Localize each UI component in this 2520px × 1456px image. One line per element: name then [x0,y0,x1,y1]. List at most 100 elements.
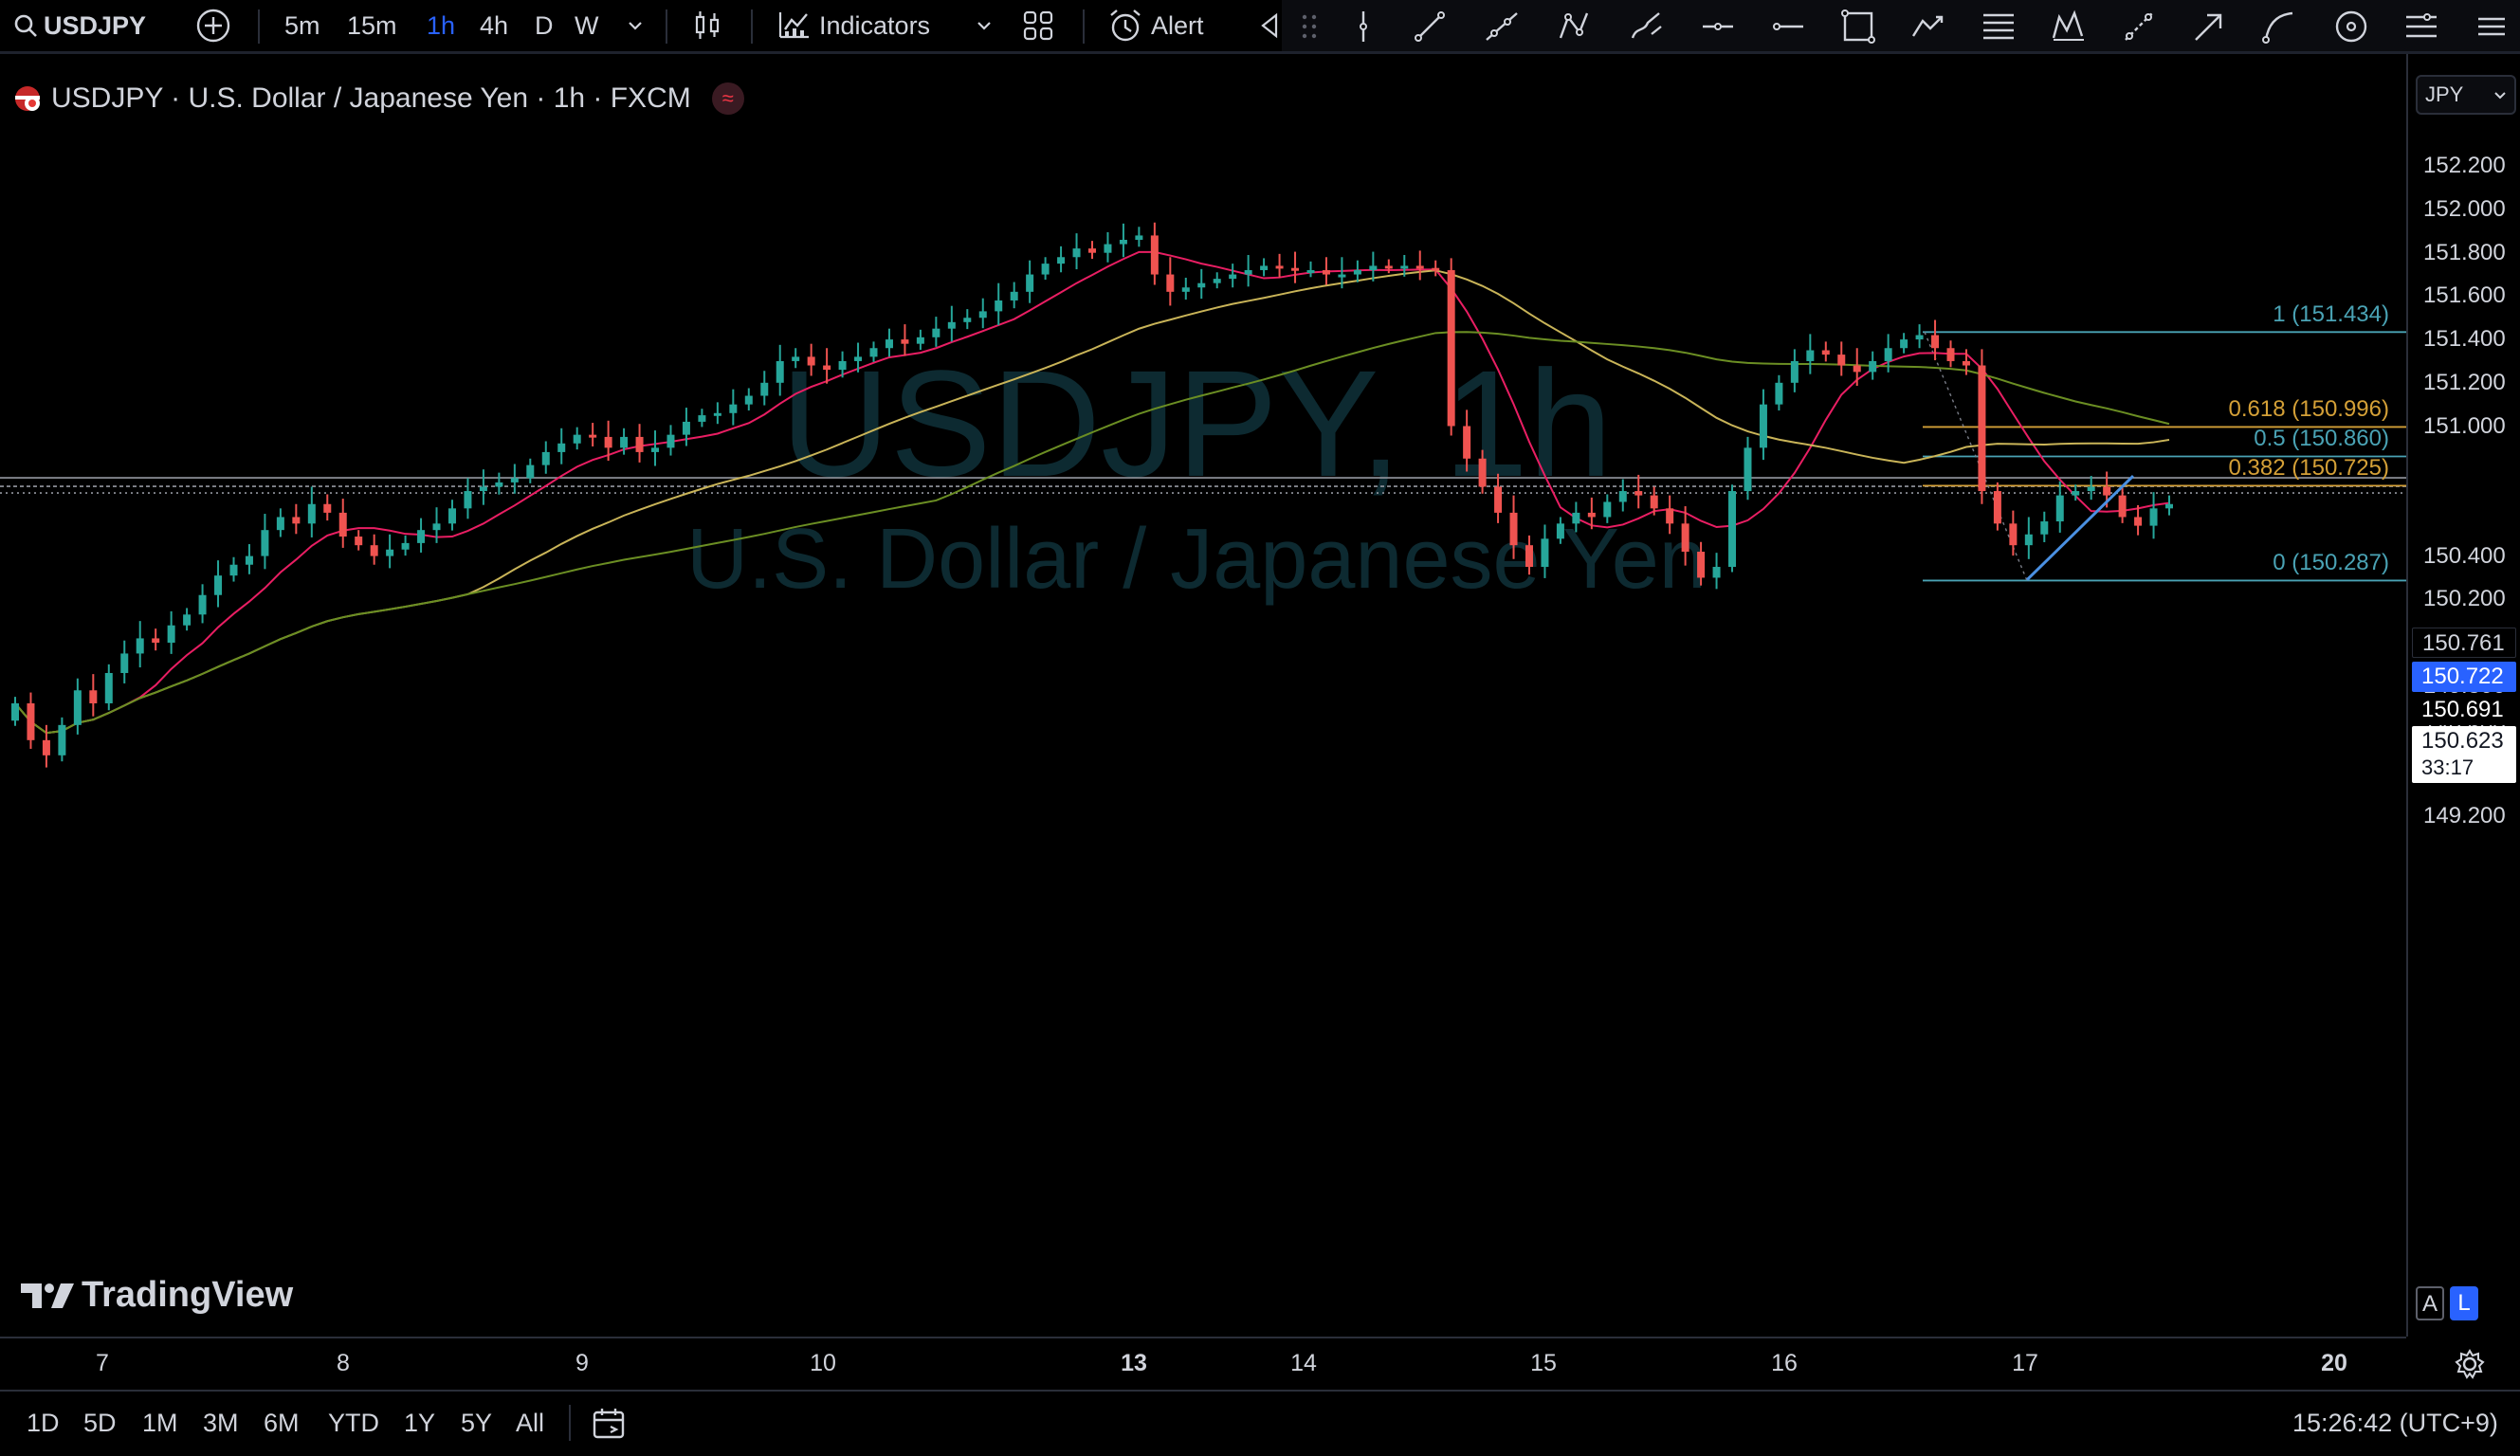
candle-body [526,464,535,479]
time-label: 10 [810,1350,836,1376]
layouts-button[interactable] [1022,0,1054,51]
candle-body [1447,269,1455,427]
more-tools-icon[interactable] [2473,8,2511,46]
interval-dropdown[interactable] [626,0,645,51]
time-label: 16 [1771,1350,1798,1376]
indicators-dropdown[interactable] [975,0,994,51]
range-5y[interactable]: 5Y [461,1409,493,1437]
replay-button[interactable] [1257,0,1280,51]
rectangle-icon[interactable] [1839,8,1877,46]
candle-body [1088,248,1096,253]
chart-pane[interactable]: USDJPY, 1h U.S. Dollar / Japanese Yen US… [0,54,2406,1337]
chart-legend[interactable]: USDJPY · U.S. Dollar / Japanese Yen · 1h… [13,82,744,115]
currency-select[interactable]: JPY [2416,75,2516,115]
candle-body [1010,291,1018,300]
candle-body [338,512,347,537]
price-label: 151.200 [2423,369,2506,395]
candle-body [2024,534,2033,546]
time-axis[interactable]: 7 8 9 10 13 14 15 16 17 20 [0,1337,2485,1390]
price-chart[interactable]: USDJPY, 1h U.S. Dollar / Japanese Yen [0,54,2406,1337]
interval-label: 15m [347,10,397,40]
candle-body [838,360,847,371]
projection-icon[interactable] [2120,8,2158,46]
xabcd-pattern-icon[interactable] [2050,8,2088,46]
range-ytd[interactable]: YTD [328,1409,379,1437]
price-label: 151.600 [2423,282,2506,309]
tradingview-logo[interactable]: TradingView [19,1275,293,1316]
calendar-icon[interactable] [590,1405,628,1443]
candle-body [479,486,487,492]
range-1m[interactable]: 1M [142,1409,178,1437]
candle-body [1104,244,1112,253]
watermark-symbol: USDJPY, 1h [780,338,1613,508]
horizontal-ray-icon[interactable] [1699,8,1737,46]
range-1y[interactable]: 1Y [404,1409,436,1437]
candle-body [1884,348,1892,361]
price-tag-line: 150.761 [2412,628,2516,658]
range-6m[interactable]: 6M [264,1409,300,1437]
interval-label: 5m [284,10,320,40]
candle-body [1478,458,1487,487]
candle-body [1119,239,1127,245]
arrow-icon[interactable] [2190,8,2228,46]
range-5d[interactable]: 5D [83,1409,117,1437]
candle-body [1213,279,1221,283]
interval-1h[interactable]: 1h [427,0,455,51]
candle-body [1650,495,1658,509]
candle-body [1962,360,1970,366]
tv-logo-icon [21,1283,74,1308]
interval-15m[interactable]: 15m [347,0,397,51]
symbol-label: USDJPY [44,10,147,40]
fib-retracement-icon[interactable] [1980,8,2018,46]
indicators-button[interactable]: Indicators [777,0,930,51]
candle-body [1260,265,1269,270]
candle-body [713,412,721,416]
trend-line-icon[interactable] [1411,8,1449,46]
candle-body [245,555,253,565]
price-label: 152.000 [2423,196,2506,222]
candle-body [2103,486,2111,496]
moving-average-fast [14,250,2170,735]
flag-icon [15,86,40,111]
ruler-lines-icon[interactable] [2402,8,2440,46]
candle-body [823,365,831,371]
candle-body [1978,365,1986,492]
settings-icon[interactable] [2454,1348,2486,1380]
price-tag-line: 150.691 [2412,695,2516,725]
log-scale-button[interactable]: L [2450,1286,2478,1320]
clock[interactable]: 15:26:42 (UTC+9) [2292,1409,2498,1437]
brush-icon[interactable] [1627,8,1665,46]
fib-level-label: 0 (150.287) [2273,550,2389,576]
interval-label: W [575,10,599,40]
interval-5m[interactable]: 5m [284,0,320,51]
ray-icon[interactable] [1483,8,1521,46]
horizontal-line-icon[interactable] [1769,8,1807,46]
interval-4h[interactable]: 4h [480,0,508,51]
chart-type-button[interactable] [690,0,724,51]
range-all[interactable]: All [516,1409,545,1437]
cycle-icon[interactable] [2332,8,2370,46]
brand-label: TradingView [82,1275,294,1315]
pattern-icon[interactable] [1555,8,1593,46]
path-icon[interactable] [1909,8,1947,46]
wave-icon[interactable]: ≈ [711,82,744,115]
range-1d[interactable]: 1D [27,1409,60,1437]
candle-body [42,739,50,755]
curve-icon[interactable] [2260,8,2298,46]
candle-body [1900,339,1908,349]
alert-button[interactable]: Alert [1107,0,1204,51]
compare-symbol-button[interactable] [195,0,231,51]
candle-body [1181,287,1190,292]
candle-body [58,724,66,755]
symbol-search[interactable]: USDJPY [13,0,146,51]
drag-handle-icon[interactable] [1291,8,1329,46]
candle-body [635,436,644,452]
candle-body [854,356,863,361]
price-label: 151.400 [2423,326,2506,353]
vertical-line-icon[interactable] [1344,8,1382,46]
auto-scale-button[interactable]: A [2416,1286,2444,1320]
interval-d[interactable]: D [535,0,554,51]
interval-w[interactable]: W [575,0,598,51]
range-3m[interactable]: 3M [203,1409,239,1437]
auto-label: A [2421,1291,2438,1317]
